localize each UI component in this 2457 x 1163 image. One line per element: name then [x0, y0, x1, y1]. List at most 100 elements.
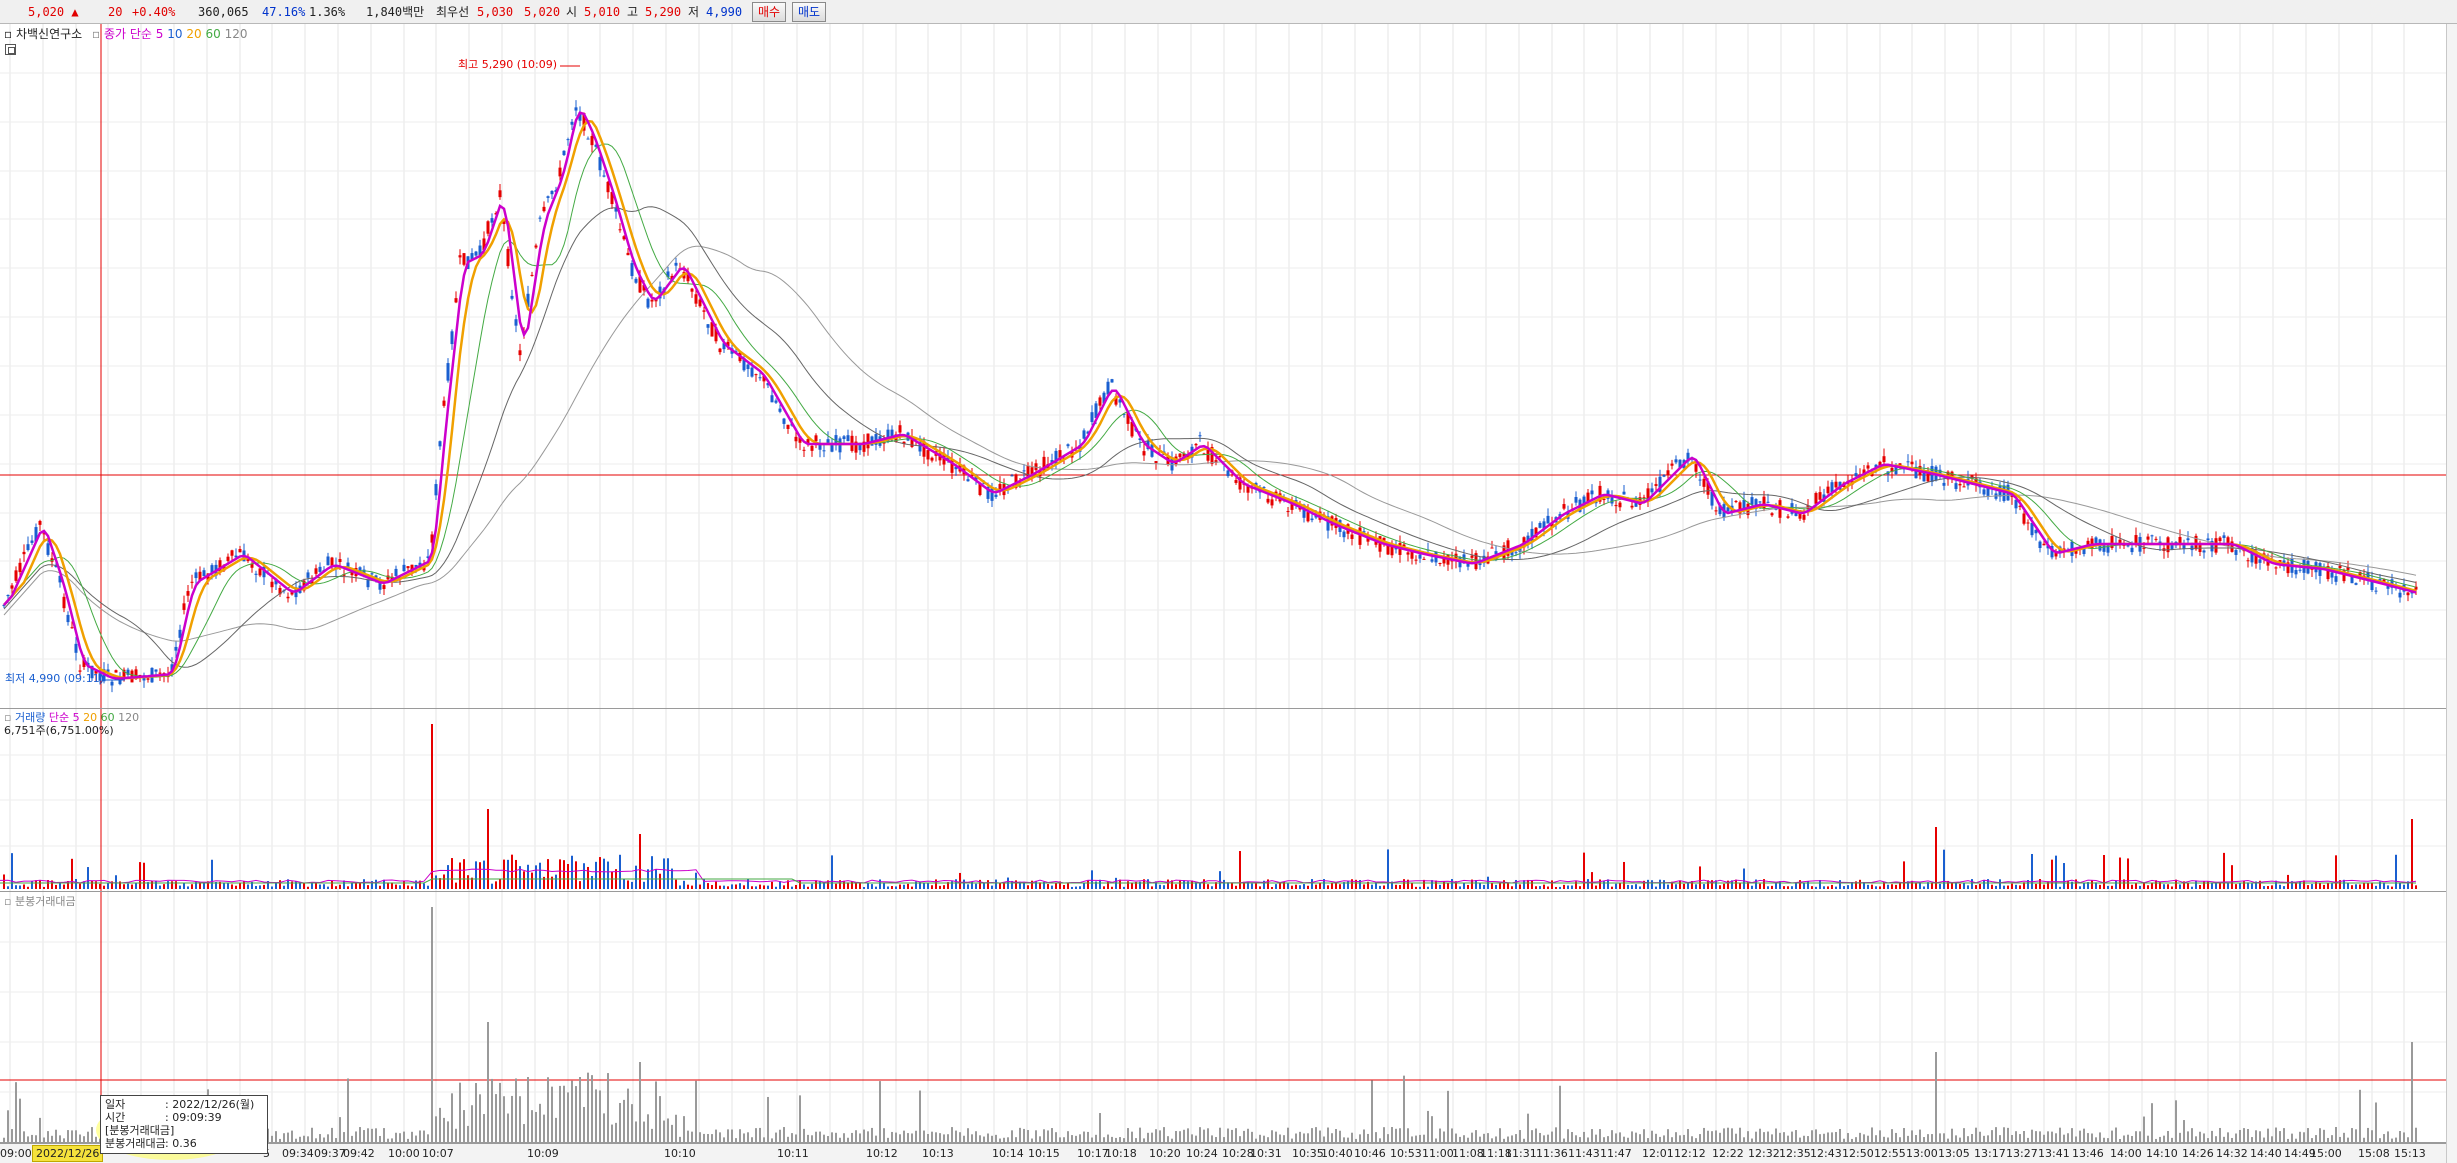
volume-bar	[439, 878, 441, 889]
amount-chart[interactable]	[0, 892, 2446, 1142]
volume-bar	[963, 879, 965, 889]
candle-body	[1874, 464, 1878, 468]
candle-body	[1882, 456, 1886, 463]
volume-bar	[831, 855, 833, 889]
volume-bar	[243, 881, 245, 889]
candle-body	[1786, 516, 1790, 518]
candle-body	[138, 674, 142, 677]
time-tick-label: 10:15	[1028, 1147, 1060, 1160]
volume-bar	[419, 880, 421, 889]
volume-bar	[503, 859, 505, 889]
volume-bar	[1627, 884, 1629, 889]
amount-bar	[51, 1135, 53, 1142]
candle-body	[1546, 515, 1550, 524]
candle-body	[250, 563, 254, 568]
volume-bar	[1559, 886, 1561, 889]
amount-bar	[719, 1132, 721, 1142]
candle-body	[842, 436, 846, 439]
amount-legend[interactable]: ▫ 분봉거래대금	[4, 895, 76, 908]
amount-bar	[447, 1121, 449, 1142]
candle-body	[1526, 535, 1530, 543]
amount-bar	[711, 1134, 713, 1142]
volume-chart[interactable]	[0, 709, 2446, 891]
amount-bar	[1655, 1133, 1657, 1142]
candle-body	[1658, 476, 1662, 493]
candle-body	[1406, 552, 1410, 555]
amount-bar	[39, 1117, 41, 1142]
amount-bar	[1115, 1137, 1117, 1142]
candle-body	[538, 217, 542, 219]
amount-bar	[1987, 1135, 1989, 1142]
volume-bar	[911, 886, 913, 889]
volume-bar	[451, 858, 453, 889]
price-panel[interactable]: ▫ 차백신연구소 ▫ 종가 단순 5 10 20 60 120 최고 5,290…	[0, 24, 2446, 709]
candle-body	[1114, 396, 1118, 405]
candle-body	[2, 604, 6, 607]
volume-bar	[395, 884, 397, 889]
time-tick-label: 09:34	[282, 1147, 314, 1160]
volume-bar	[2399, 882, 2401, 889]
amount-bar	[983, 1136, 985, 1142]
volume-bar	[591, 876, 593, 889]
amount-bar	[2191, 1128, 2193, 1142]
amount-bar	[1575, 1135, 1577, 1142]
amount-panel[interactable]: ▫ 분봉거래대금	[0, 892, 2446, 1143]
candle-body	[814, 435, 818, 442]
sell-button[interactable]: 매도	[792, 2, 827, 22]
volume-legend[interactable]: ▫ 거래량 단순 5 20 60 120	[4, 711, 140, 724]
volume-bar	[1699, 866, 1701, 889]
volume-bar	[843, 880, 845, 889]
amount-bar	[547, 1077, 549, 1142]
volume-bar	[643, 881, 645, 889]
amount-bar	[2199, 1131, 2201, 1142]
volume-bar	[1287, 883, 1289, 889]
amount-bar	[2139, 1131, 2141, 1142]
amount-bar	[1591, 1129, 1593, 1142]
amount-bar	[1855, 1137, 1857, 1142]
volume-bar	[1955, 882, 1957, 889]
volume-bar	[483, 860, 485, 889]
amount-bar	[1487, 1133, 1489, 1142]
candle-body	[2186, 538, 2190, 541]
amount-bar	[1251, 1131, 1253, 1142]
candle-body	[2338, 565, 2342, 568]
amount-bar	[1583, 1131, 1585, 1142]
amount-bar	[1923, 1137, 1925, 1142]
candle-body	[1342, 531, 1346, 538]
amount-bar	[2335, 1127, 2337, 1142]
candle-body	[786, 424, 790, 429]
candle-body	[498, 190, 502, 198]
amount-bar	[2255, 1130, 2257, 1142]
volume-bar	[2359, 884, 2361, 889]
candle-body	[1854, 473, 1858, 477]
volume-bar	[1319, 883, 1321, 889]
candle-body	[458, 255, 462, 258]
volume-bar	[471, 877, 473, 889]
candle-body	[2130, 547, 2134, 553]
candle-body	[746, 364, 750, 370]
volume-panel[interactable]: ▫ 거래량 단순 5 20 60 120 6,751주(6,751.00%)	[0, 709, 2446, 892]
amount-bar	[2147, 1135, 2149, 1142]
price-ma-legend[interactable]: ▫ 종가 단순 5 10 20 60 120	[92, 27, 248, 41]
amount-bar	[1935, 1052, 1937, 1142]
time-tick-label: 10:07	[422, 1147, 454, 1160]
volume-bar	[611, 871, 613, 889]
amount-bar	[2231, 1137, 2233, 1142]
amount-bar	[1975, 1127, 1977, 1142]
amount-bar	[2059, 1127, 2061, 1142]
amount-bar	[1603, 1137, 1605, 1142]
volume-bar	[1251, 883, 1253, 889]
volume-bar	[903, 884, 905, 889]
candle-body	[638, 276, 642, 293]
volume-bar	[775, 886, 777, 889]
grid-icon[interactable]	[5, 44, 16, 55]
volume-bar	[763, 885, 765, 889]
volume-bar	[1103, 886, 1105, 889]
candle-body	[506, 249, 510, 267]
price-chart[interactable]	[0, 24, 2446, 708]
amount-bar	[1587, 1137, 1589, 1142]
right-scrollbar[interactable]	[2446, 24, 2457, 1163]
amount-bar	[23, 1131, 25, 1142]
volume-bar	[1059, 881, 1061, 889]
buy-button[interactable]: 매수	[752, 2, 787, 22]
